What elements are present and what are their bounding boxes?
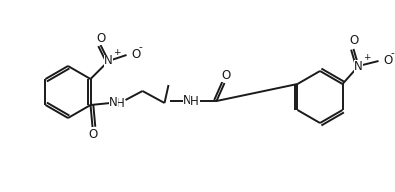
Text: +: + (113, 48, 121, 57)
Text: -: - (391, 48, 394, 58)
Text: O: O (384, 55, 393, 68)
Text: O: O (349, 35, 358, 47)
Text: +: + (363, 53, 371, 62)
Text: H: H (116, 97, 125, 109)
Text: N: N (183, 94, 192, 107)
Text: O: O (221, 69, 230, 81)
Text: O: O (96, 31, 105, 45)
Text: N: N (354, 60, 363, 73)
Text: -: - (139, 42, 142, 52)
Text: O: O (88, 128, 97, 142)
Text: N: N (109, 95, 118, 108)
Text: O: O (132, 49, 141, 61)
Text: N: N (104, 55, 113, 68)
Text: H: H (190, 94, 199, 108)
